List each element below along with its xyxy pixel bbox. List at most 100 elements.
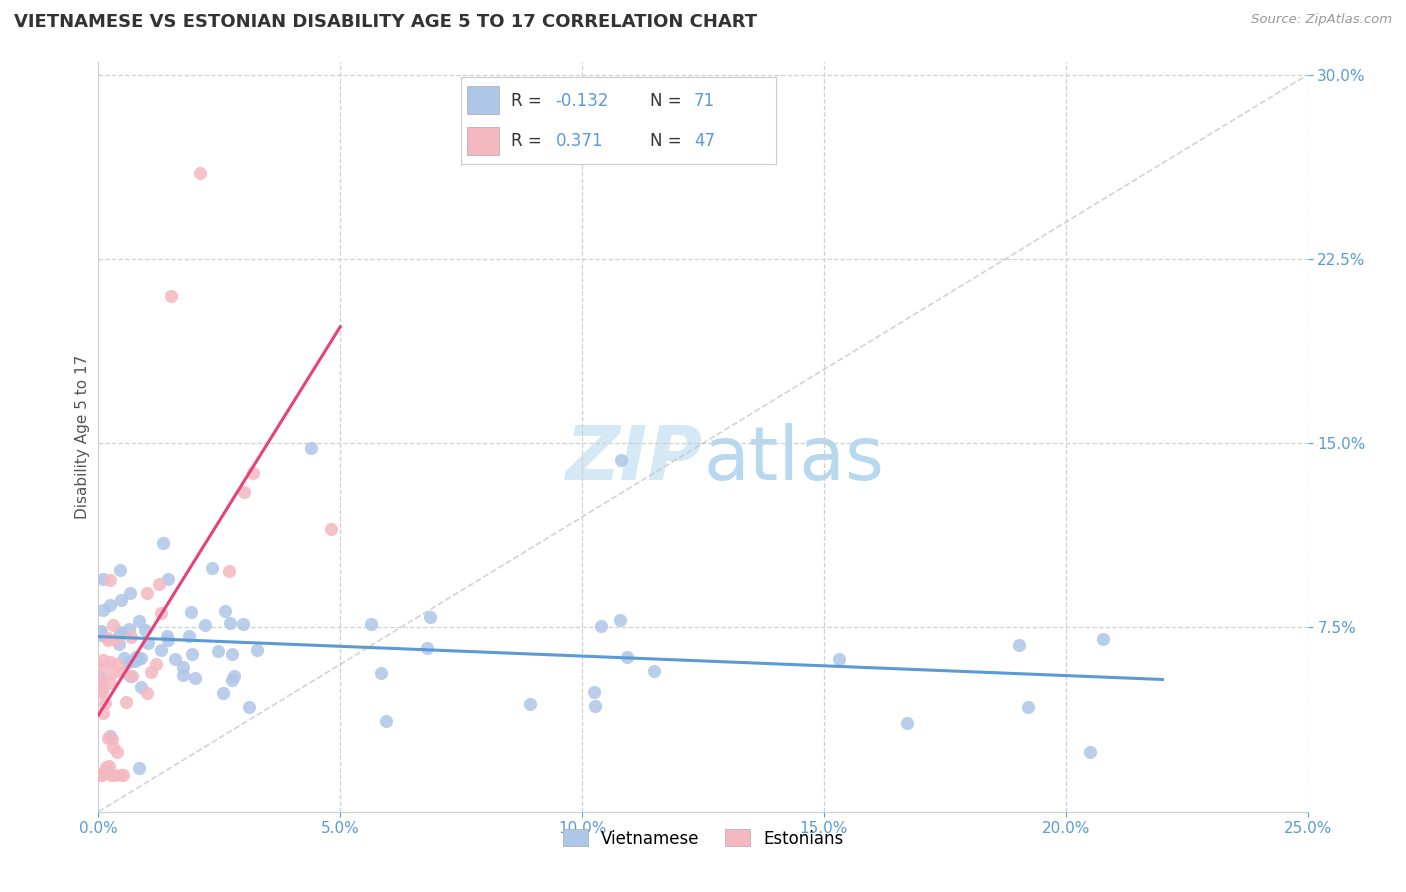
- Point: [120, 630, 142, 644]
- Point: [419, 610, 441, 624]
- Point: [319, 522, 342, 536]
- Point: [108, 625, 131, 640]
- Point: [97, 632, 120, 647]
- Point: [148, 577, 170, 591]
- Point: [232, 485, 254, 500]
- Point: [112, 768, 135, 782]
- Point: [90, 627, 112, 641]
- Point: [238, 700, 260, 714]
- Point: [101, 739, 124, 754]
- Point: [360, 617, 382, 632]
- Text: atlas: atlas: [703, 423, 884, 496]
- Point: [90, 624, 112, 638]
- Point: [242, 466, 264, 480]
- Point: [136, 585, 159, 599]
- Point: [156, 633, 179, 648]
- Point: [98, 598, 121, 612]
- Point: [90, 768, 112, 782]
- Point: [299, 441, 322, 455]
- Point: [110, 627, 132, 641]
- Point: [582, 685, 605, 699]
- Point: [616, 649, 638, 664]
- Point: [218, 564, 240, 578]
- Point: [591, 618, 613, 632]
- Point: [145, 657, 167, 672]
- Point: [94, 696, 117, 710]
- Point: [90, 676, 112, 690]
- Point: [90, 768, 112, 782]
- Point: [121, 669, 143, 683]
- Point: [98, 759, 121, 773]
- Point: [156, 629, 179, 643]
- Point: [90, 660, 112, 674]
- Point: [94, 760, 117, 774]
- Point: [93, 653, 115, 667]
- Point: [118, 655, 141, 669]
- Point: [163, 652, 186, 666]
- Point: [139, 665, 162, 679]
- Text: ZIP: ZIP: [565, 423, 703, 496]
- Point: [105, 657, 128, 672]
- Point: [610, 453, 633, 467]
- Point: [105, 632, 128, 647]
- Point: [98, 573, 121, 587]
- Point: [643, 664, 665, 678]
- Point: [188, 166, 211, 180]
- Point: [110, 563, 132, 577]
- Point: [125, 650, 148, 665]
- Point: [115, 695, 138, 709]
- Point: [97, 631, 120, 645]
- Point: [100, 768, 122, 782]
- Point: [136, 636, 159, 650]
- Point: [101, 665, 124, 680]
- Point: [1017, 700, 1039, 714]
- Point: [246, 643, 269, 657]
- Point: [1007, 638, 1029, 652]
- Point: [98, 655, 121, 669]
- Point: [107, 745, 129, 759]
- Point: [120, 669, 142, 683]
- Point: [128, 614, 150, 628]
- Point: [152, 536, 174, 550]
- Point: [110, 768, 132, 782]
- Point: [370, 665, 392, 680]
- Point: [609, 613, 631, 627]
- Point: [232, 616, 254, 631]
- Point: [103, 618, 125, 632]
- Point: [91, 706, 114, 721]
- Point: [89, 670, 111, 684]
- Point: [98, 729, 121, 743]
- Point: [156, 572, 179, 586]
- Point: [111, 665, 134, 680]
- Point: [183, 671, 205, 685]
- Point: [519, 698, 541, 712]
- Point: [211, 686, 233, 700]
- Point: [177, 629, 200, 643]
- Y-axis label: Disability Age 5 to 17: Disability Age 5 to 17: [75, 355, 90, 519]
- Point: [180, 605, 202, 619]
- Legend: Vietnamese, Estonians: Vietnamese, Estonians: [554, 821, 852, 855]
- Point: [181, 647, 204, 661]
- Point: [207, 644, 229, 658]
- Point: [118, 586, 141, 600]
- Point: [1091, 632, 1114, 646]
- Point: [131, 651, 153, 665]
- Text: Source: ZipAtlas.com: Source: ZipAtlas.com: [1251, 13, 1392, 27]
- Point: [128, 760, 150, 774]
- Point: [172, 660, 194, 674]
- Point: [91, 572, 114, 586]
- Point: [134, 624, 156, 638]
- Point: [93, 603, 115, 617]
- Point: [100, 732, 122, 747]
- Point: [224, 669, 246, 683]
- Point: [194, 618, 217, 632]
- Point: [118, 622, 141, 636]
- Point: [827, 652, 849, 666]
- Point: [375, 714, 398, 728]
- Point: [415, 640, 437, 655]
- Point: [97, 731, 120, 746]
- Point: [129, 680, 152, 694]
- Point: [219, 615, 242, 630]
- Point: [172, 668, 194, 682]
- Point: [93, 765, 115, 780]
